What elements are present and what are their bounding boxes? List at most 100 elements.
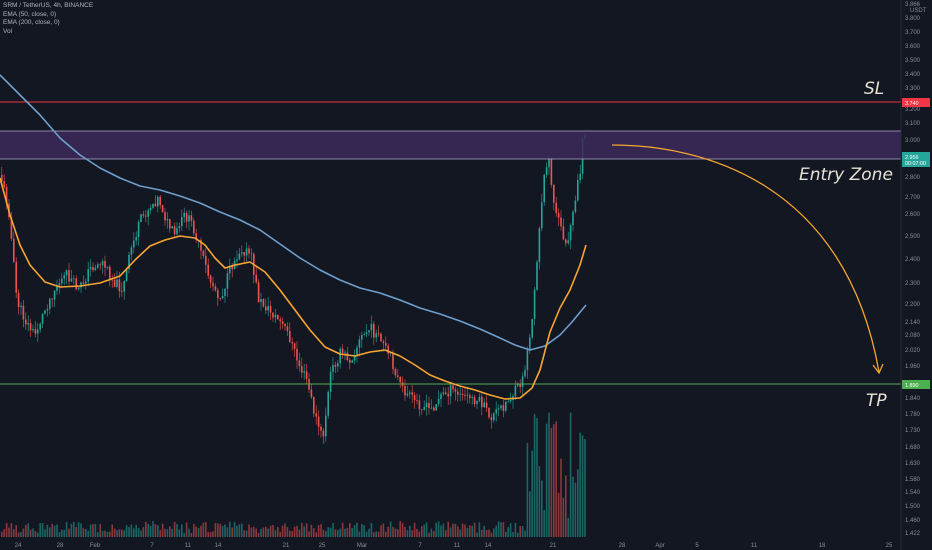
time-tick-label: 18 <box>819 543 826 549</box>
candle-body <box>272 312 274 318</box>
candle-body <box>353 356 356 361</box>
volume-bar <box>473 522 476 537</box>
candle-body <box>536 261 538 290</box>
candle-body <box>365 332 368 335</box>
symbol-line[interactable]: SRM / TetherUS, 4h, BINANCE <box>3 2 94 9</box>
candle-body <box>22 305 25 320</box>
volume-bar <box>519 526 521 537</box>
ema200-legend[interactable]: EMA (200, close, 0) <box>3 19 60 27</box>
volume-bar <box>339 528 341 537</box>
candle-body <box>577 180 579 201</box>
candle-body <box>442 392 445 395</box>
candle-body <box>17 292 20 308</box>
volume-bar <box>241 523 243 537</box>
candle-body <box>140 214 142 222</box>
volume-bar <box>250 527 253 537</box>
volume-bar <box>44 529 46 537</box>
volume-bar <box>85 528 87 537</box>
candle-body <box>157 196 159 207</box>
volume-bar <box>267 528 269 537</box>
candle-body <box>87 269 89 282</box>
volume-bar <box>113 528 116 537</box>
candle-body <box>185 212 188 222</box>
candle-body <box>125 268 128 282</box>
volume-bar <box>577 469 579 537</box>
tp-price-tag <box>902 380 930 389</box>
candle-body <box>53 290 56 300</box>
volume-bar <box>262 527 265 537</box>
volume-bar <box>344 528 346 537</box>
volume-bar <box>140 530 142 537</box>
candle-body <box>433 407 435 411</box>
candle-body <box>65 270 68 276</box>
candle-body <box>231 265 233 270</box>
volume-bar <box>286 527 289 537</box>
candle-body <box>392 352 394 370</box>
volume-bar <box>363 525 365 537</box>
volume-bar <box>514 523 517 537</box>
candle-body <box>413 395 416 401</box>
volume-bar <box>421 526 423 537</box>
time-tick-label: 25 <box>886 543 893 549</box>
candle-body <box>430 407 433 409</box>
candle-body <box>471 397 473 399</box>
volume-bar <box>293 526 296 537</box>
volume-bar <box>22 528 25 537</box>
volume-bar <box>229 521 231 537</box>
volume-bar <box>169 526 171 537</box>
forecast-arrowhead-icon <box>872 363 884 375</box>
candle-body <box>332 364 334 372</box>
candle-body <box>183 212 185 218</box>
volume-bar <box>327 527 329 537</box>
candle-body <box>469 395 471 399</box>
candle-body <box>574 200 577 212</box>
volume-bar <box>142 527 145 537</box>
volume-bar <box>310 524 313 537</box>
volume-bar <box>121 529 123 537</box>
time-tick-label: 21 <box>550 543 557 549</box>
candle-body <box>404 385 406 396</box>
volume-bar <box>97 532 99 537</box>
time-tick-label: 21 <box>283 543 290 549</box>
volume-bar <box>34 530 37 537</box>
volume-bar <box>101 530 104 537</box>
candle-body <box>92 267 94 271</box>
candle-body <box>351 360 353 363</box>
volume-bar <box>329 527 332 537</box>
candle-body <box>159 196 161 205</box>
candle-body <box>375 333 377 338</box>
candle-body <box>164 212 166 221</box>
price-tick-label: 3.700 <box>905 30 921 36</box>
volume-bar <box>130 524 133 537</box>
candle-body <box>538 228 541 262</box>
forecast-arrow-curve[interactable] <box>611 144 880 373</box>
volume-bar <box>428 532 430 537</box>
volume-bar <box>533 414 536 537</box>
volume-bar <box>41 522 44 537</box>
volume-bar <box>497 521 500 537</box>
volume-bar <box>584 438 586 537</box>
volume-bar <box>536 418 538 537</box>
volume-bar <box>137 528 140 537</box>
volume-bar <box>449 527 452 537</box>
tp-label: TP <box>866 391 887 411</box>
volume-bar <box>524 530 526 537</box>
candle-body <box>250 253 253 255</box>
entry-zone-box[interactable] <box>0 131 901 159</box>
volume-bar <box>303 526 305 537</box>
volume-bar <box>75 526 77 537</box>
volume-bar <box>502 522 505 537</box>
volume-legend[interactable]: Vol <box>3 27 13 35</box>
candle-body <box>152 203 154 208</box>
volume-bar <box>389 521 392 537</box>
candle-body <box>286 326 289 331</box>
volume-bar <box>166 529 169 537</box>
ema50-legend[interactable]: EMA (50, close, 0) <box>3 10 57 18</box>
candle-body <box>267 306 269 311</box>
volume-bar <box>80 523 82 537</box>
time-axis-ticks[interactable]: 24 28 Feb 7 11 14 21 25 Mar 7 11 14 21 28 Apr 5 11 18 25 <box>15 543 893 549</box>
candle-body <box>447 393 449 397</box>
